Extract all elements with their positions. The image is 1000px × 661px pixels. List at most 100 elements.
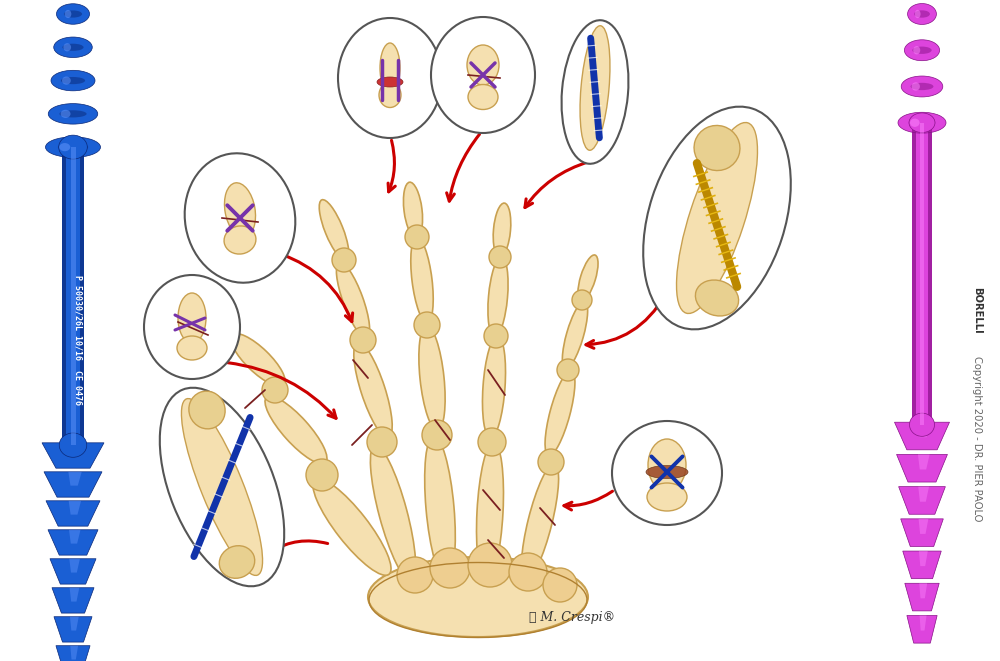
Bar (912, 123, 916, 425)
Circle shape (478, 428, 506, 456)
Ellipse shape (219, 546, 255, 578)
Ellipse shape (224, 226, 256, 254)
Polygon shape (48, 529, 98, 555)
Circle shape (405, 225, 429, 249)
Bar (62, 147, 84, 445)
Circle shape (397, 557, 433, 593)
Ellipse shape (468, 85, 498, 110)
Ellipse shape (643, 106, 791, 329)
Polygon shape (918, 486, 929, 502)
Polygon shape (907, 615, 937, 643)
Ellipse shape (912, 83, 920, 91)
Text: Copyright 2020 - DR. PIER PAOLO: Copyright 2020 - DR. PIER PAOLO (972, 356, 982, 524)
Polygon shape (899, 486, 945, 514)
Polygon shape (56, 646, 90, 661)
Bar (71, 147, 76, 445)
Text: BORELLI: BORELLI (972, 287, 982, 333)
Polygon shape (903, 551, 941, 578)
Ellipse shape (370, 446, 416, 581)
Polygon shape (54, 617, 92, 642)
Ellipse shape (59, 135, 87, 159)
Ellipse shape (493, 203, 511, 257)
Circle shape (538, 449, 564, 475)
Ellipse shape (380, 43, 400, 93)
Ellipse shape (265, 396, 327, 464)
Ellipse shape (231, 334, 285, 387)
Ellipse shape (425, 436, 455, 580)
Ellipse shape (368, 557, 588, 637)
Ellipse shape (313, 479, 391, 575)
Circle shape (572, 290, 592, 310)
Circle shape (367, 427, 397, 457)
Circle shape (414, 312, 440, 338)
Ellipse shape (521, 464, 559, 580)
Ellipse shape (354, 342, 392, 438)
Ellipse shape (908, 3, 936, 24)
Ellipse shape (224, 183, 256, 237)
Bar (80, 147, 84, 445)
Circle shape (484, 324, 508, 348)
Ellipse shape (694, 126, 740, 171)
Ellipse shape (58, 143, 88, 151)
Ellipse shape (59, 433, 87, 457)
Ellipse shape (144, 275, 240, 379)
Bar (62, 147, 66, 445)
Ellipse shape (177, 336, 207, 360)
Circle shape (489, 246, 511, 268)
Bar (912, 123, 932, 425)
Circle shape (430, 548, 470, 588)
Ellipse shape (319, 200, 349, 260)
Polygon shape (46, 501, 100, 526)
Ellipse shape (898, 112, 946, 133)
Ellipse shape (910, 118, 920, 127)
Polygon shape (895, 422, 950, 450)
Ellipse shape (48, 104, 98, 124)
Ellipse shape (909, 113, 935, 132)
Polygon shape (69, 529, 81, 543)
Ellipse shape (562, 20, 628, 164)
Circle shape (306, 459, 338, 491)
Polygon shape (69, 559, 80, 572)
Ellipse shape (914, 11, 930, 18)
Ellipse shape (51, 70, 95, 91)
Ellipse shape (647, 483, 687, 511)
Ellipse shape (403, 182, 423, 238)
Ellipse shape (54, 37, 92, 58)
Ellipse shape (379, 83, 401, 108)
Ellipse shape (62, 77, 71, 85)
Ellipse shape (467, 45, 499, 85)
Polygon shape (52, 588, 94, 613)
Polygon shape (69, 501, 81, 515)
Ellipse shape (545, 370, 575, 455)
Polygon shape (920, 615, 927, 631)
Polygon shape (905, 583, 939, 611)
Ellipse shape (646, 465, 688, 479)
Ellipse shape (482, 336, 506, 438)
Polygon shape (897, 454, 947, 482)
Polygon shape (50, 559, 96, 584)
Circle shape (543, 568, 577, 602)
Ellipse shape (909, 119, 935, 126)
Ellipse shape (578, 255, 598, 301)
Ellipse shape (65, 10, 71, 18)
Ellipse shape (648, 439, 686, 491)
Circle shape (422, 420, 452, 450)
Bar (928, 123, 932, 425)
Polygon shape (70, 588, 79, 602)
Ellipse shape (677, 122, 757, 313)
Ellipse shape (419, 326, 445, 430)
Ellipse shape (488, 257, 508, 337)
Ellipse shape (62, 44, 84, 51)
Ellipse shape (411, 237, 433, 323)
Polygon shape (42, 443, 104, 468)
Ellipse shape (912, 46, 932, 54)
Circle shape (509, 553, 547, 591)
Text: Ⓜ M. Crespi®: Ⓜ M. Crespi® (529, 611, 615, 625)
Ellipse shape (431, 17, 535, 133)
Ellipse shape (901, 76, 943, 97)
Ellipse shape (612, 421, 722, 525)
Circle shape (262, 377, 288, 403)
Ellipse shape (178, 293, 206, 343)
Circle shape (350, 327, 376, 353)
Polygon shape (70, 646, 78, 660)
